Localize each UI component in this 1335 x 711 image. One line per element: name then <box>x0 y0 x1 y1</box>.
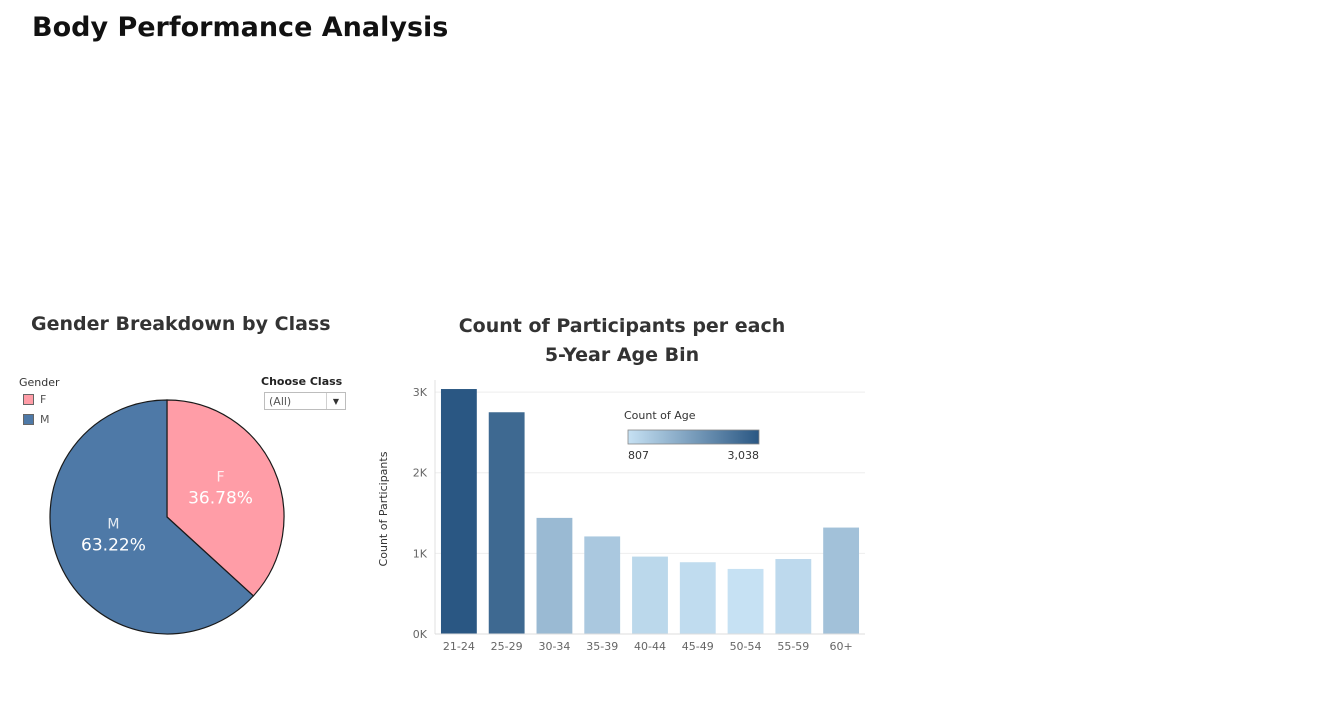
color-legend: Count of Age 807 3,038 <box>624 409 760 462</box>
x-tick-label: 25-29 <box>491 640 523 653</box>
x-tick-label: 21-24 <box>443 640 475 653</box>
pie-label-f: F <box>216 469 224 485</box>
pie-chart: F 36.78% M 63.22% <box>49 399 285 635</box>
legend-label-f: F <box>40 392 47 406</box>
class-filter-label: Choose Class <box>261 375 343 388</box>
y-axis-title: Count of Participants <box>377 451 390 566</box>
legend-label-m: M <box>40 412 50 426</box>
y-tick-label: 2K <box>413 467 428 480</box>
x-tick-label: 50-54 <box>730 640 762 653</box>
x-tick-label: 60+ <box>830 640 853 653</box>
bar-60+[interactable] <box>823 527 860 634</box>
color-legend-title: Count of Age <box>624 409 696 422</box>
class-select-dropdown[interactable]: (All) ▼ <box>264 392 346 410</box>
bar-chart-title: Count of Participants per each 5-Year Ag… <box>412 312 832 370</box>
y-tick-label: 3K <box>413 386 428 399</box>
pie-slice-f[interactable] <box>166 399 285 597</box>
bar-35-39[interactable] <box>584 536 621 634</box>
pie-chart-title: Gender Breakdown by Class <box>31 313 331 335</box>
legend-swatch-f <box>23 393 34 405</box>
class-filter: Choose Class (All) ▼ <box>261 375 346 410</box>
bar-40-44[interactable] <box>632 556 668 634</box>
x-tick-label: 40-44 <box>634 640 666 653</box>
y-tick-label: 1K <box>413 547 428 560</box>
bar-25-29[interactable] <box>488 412 525 634</box>
gender-legend-title: Gender <box>19 376 60 389</box>
pie-value-f: 36.78% <box>188 488 253 508</box>
legend-swatch-m <box>23 413 34 425</box>
color-legend-max: 3,038 <box>728 449 760 462</box>
y-tick-label: 0K <box>413 628 428 641</box>
bar-30-34[interactable] <box>536 517 573 634</box>
pie-label-m: M <box>107 517 119 533</box>
bar-chart-title-line-1: Count of Participants per each <box>458 315 786 337</box>
legend-item-f[interactable]: F <box>23 389 60 409</box>
color-legend-min: 807 <box>628 449 649 462</box>
chevron-down-icon[interactable]: ▼ <box>326 393 345 409</box>
bar-55-59[interactable] <box>775 559 812 634</box>
pie-slice-m[interactable] <box>49 399 255 635</box>
pie-value-m: 63.22% <box>81 536 146 556</box>
x-tick-label: 35-39 <box>586 640 618 653</box>
x-tick-label: 55-59 <box>777 640 809 653</box>
bar-chart: 0K 1K 2K 3K Count of Participants 21-24 25-29 3… <box>377 380 865 653</box>
color-legend-gradient <box>627 429 760 445</box>
class-select-value: (All) <box>269 394 292 408</box>
x-tick-label: 30-34 <box>538 640 570 653</box>
bar-45-49[interactable] <box>679 562 716 634</box>
bar-21-24[interactable] <box>440 389 477 634</box>
bar-50-54[interactable] <box>727 568 764 634</box>
page-title: Body Performance Analysis <box>32 12 449 43</box>
legend-item-m[interactable]: M <box>23 409 60 429</box>
x-tick-label: 45-49 <box>682 640 714 653</box>
bar-chart-title-line-2: 5-Year Age Bin <box>544 344 700 366</box>
gender-legend: Gender F M <box>19 376 60 429</box>
